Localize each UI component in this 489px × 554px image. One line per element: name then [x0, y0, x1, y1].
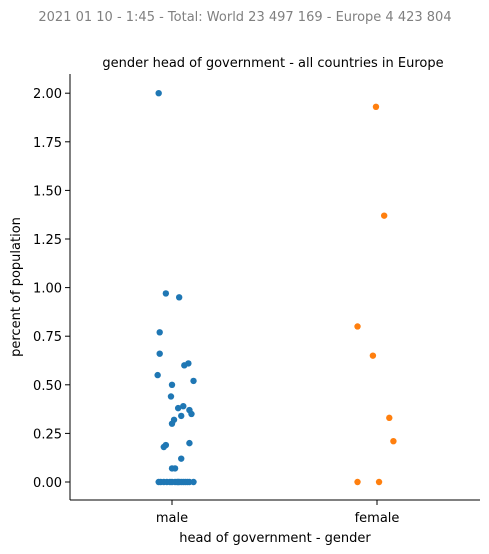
y-axis-label: percent of population [9, 217, 24, 357]
data-point-male [171, 465, 179, 472]
data-point-male [178, 455, 185, 462]
data-point-male [168, 381, 176, 388]
suptitle: 2021 01 10 - 1:45 - Total: World 23 497 … [38, 10, 451, 25]
plot-area: 0.00 0.25 0.50 0.75 1.00 1.25 1.50 1.75 2.00 mal… [33, 74, 480, 526]
data-point-male [155, 90, 162, 97]
data-point-female [380, 212, 388, 219]
y-tick-label: 0.00 [33, 476, 62, 491]
data-point-male [190, 377, 197, 385]
data-point-male [181, 362, 188, 369]
data-point-male [188, 410, 195, 418]
x-ticks: male female [156, 500, 400, 526]
data-point-male [160, 443, 167, 451]
data-point-male [178, 412, 185, 420]
data-point-male [156, 350, 163, 357]
data-points [154, 90, 397, 486]
data-point-male [154, 371, 161, 379]
data-point-male [174, 404, 182, 412]
y-tick-label: 0.25 [33, 427, 62, 442]
y-tick-label: 1.00 [33, 282, 62, 297]
data-point-male [190, 478, 197, 486]
data-point-male [186, 439, 193, 447]
data-point-female [354, 323, 361, 330]
data-point-male [156, 329, 163, 336]
data-point-male [160, 478, 167, 486]
data-point-male [167, 393, 175, 400]
y-tick-label: 0.50 [33, 379, 62, 394]
x-axis-label: head of government - gender [179, 531, 371, 546]
x-tick-label-female: female [355, 511, 400, 526]
x-tick-label-male: male [156, 511, 188, 526]
y-tick-label: 2.00 [33, 87, 62, 102]
data-point-male [174, 478, 182, 486]
data-point-female [372, 103, 380, 111]
y-tick-label: 0.75 [33, 330, 62, 345]
chart-title: gender head of government - all countrie… [102, 56, 443, 71]
y-tick-label: 1.75 [33, 136, 62, 151]
data-point-male [162, 290, 170, 297]
data-point-male [175, 294, 183, 301]
y-tick-label: 1.50 [33, 184, 62, 199]
data-point-female [386, 414, 393, 422]
y-tick-label: 1.25 [33, 233, 62, 248]
data-point-female [390, 437, 397, 445]
data-point-male [168, 420, 176, 427]
data-point-male [180, 402, 187, 410]
data-point-female [375, 478, 383, 486]
y-ticks: 0.00 0.25 0.50 0.75 1.00 1.25 1.50 1.75 2.00 [33, 87, 70, 491]
data-point-female [369, 352, 377, 359]
data-point-female [354, 478, 361, 486]
